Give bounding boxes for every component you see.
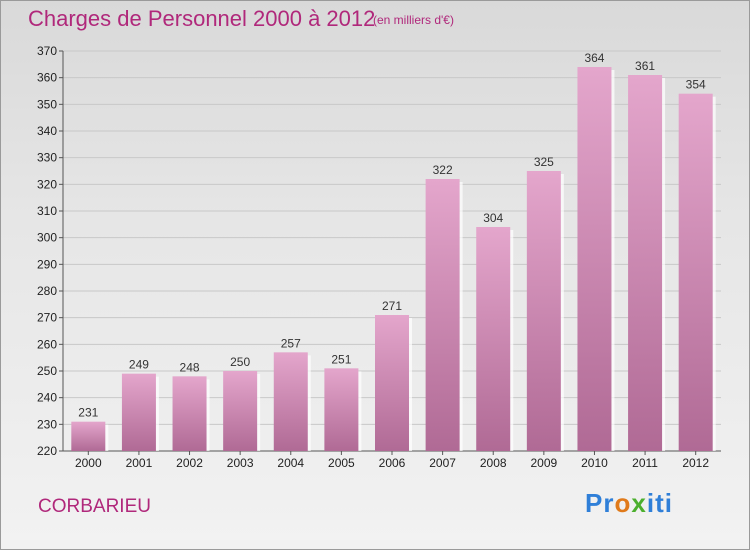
logo-letter: i (646, 488, 656, 518)
y-tick-label: 220 (37, 444, 57, 458)
logo-letter: o (614, 488, 632, 518)
bar-2007 (425, 179, 460, 451)
data-label-2005: 251 (331, 352, 351, 366)
bar-2000 (71, 421, 106, 451)
y-tick-label: 330 (37, 151, 57, 165)
commune-name: CORBARIEU (38, 496, 151, 517)
data-label-2006: 271 (382, 299, 402, 313)
x-tick-label-2002: 2002 (176, 456, 203, 470)
y-tick-label: 300 (37, 231, 57, 245)
y-tick-label: 290 (37, 257, 57, 271)
y-tick-label: 280 (37, 284, 57, 298)
y-tick-label: 270 (37, 311, 57, 325)
bar-2001 (121, 373, 156, 451)
logo-letter: P (585, 488, 604, 518)
bar-2005 (324, 368, 359, 451)
y-tick-label: 360 (37, 71, 57, 85)
y-tick-label: 230 (37, 417, 57, 431)
bar-2004 (273, 352, 308, 451)
y-tick-label: 240 (37, 391, 57, 405)
logo-letter: x (631, 488, 647, 518)
x-tick-label-2008: 2008 (480, 456, 507, 470)
data-label-2004: 257 (281, 336, 301, 350)
x-tick-label-2006: 2006 (379, 456, 406, 470)
y-tick-label: 250 (37, 364, 57, 378)
chart-subtitle: (en milliers d'€) (373, 13, 454, 27)
x-tick-label-2012: 2012 (682, 456, 709, 470)
data-label-2010: 364 (584, 51, 604, 65)
data-label-2008: 304 (483, 211, 503, 225)
bar-2002 (172, 376, 207, 451)
y-tick-label: 350 (37, 97, 57, 111)
bar-2006 (375, 315, 409, 451)
x-tick-label-2005: 2005 (328, 456, 355, 470)
x-tick-label-2001: 2001 (126, 456, 153, 470)
y-tick-label: 370 (37, 44, 57, 58)
data-label-2002: 248 (180, 360, 200, 374)
data-label-2012: 354 (686, 78, 706, 92)
bar-2003 (223, 371, 258, 451)
x-tick-label-2007: 2007 (429, 456, 456, 470)
logo-letter: r (603, 488, 615, 518)
data-label-2011: 361 (635, 59, 655, 73)
x-tick-label-2010: 2010 (581, 456, 608, 470)
y-tick-label: 320 (37, 177, 57, 191)
data-label-2003: 250 (230, 355, 250, 369)
bar-2012 (678, 93, 713, 452)
proxiti-logo: Proxiti (585, 488, 673, 519)
bar-2011 (628, 75, 663, 451)
y-tick-label: 260 (37, 337, 57, 351)
data-label-2009: 325 (534, 155, 554, 169)
x-tick-label-2000: 2000 (75, 456, 102, 470)
logo-letter: i (664, 488, 673, 518)
x-tick-label-2009: 2009 (530, 456, 557, 470)
bar-2008 (476, 227, 511, 451)
data-label-2007: 322 (433, 163, 453, 177)
y-tick-label: 340 (37, 124, 57, 138)
y-tick-label: 310 (37, 204, 57, 218)
chart-title: Charges de Personnel 2000 à 2012 (28, 6, 376, 31)
data-label-2001: 249 (129, 358, 149, 372)
x-tick-label-2004: 2004 (277, 456, 304, 470)
logo-letter: t (655, 488, 665, 518)
x-tick-label-2011: 2011 (632, 456, 658, 470)
bar-2010 (577, 67, 612, 451)
bar-2009 (526, 171, 561, 451)
x-tick-label-2003: 2003 (227, 456, 254, 470)
data-label-2000: 231 (78, 406, 98, 420)
